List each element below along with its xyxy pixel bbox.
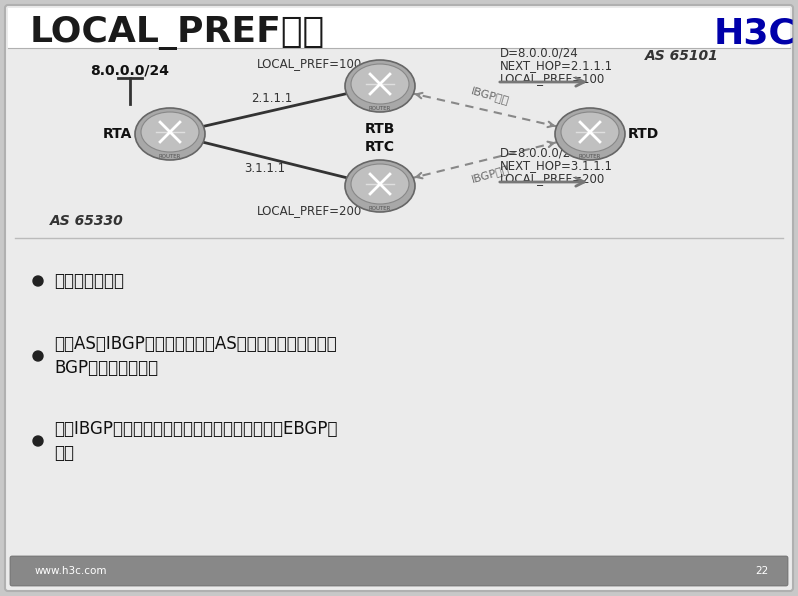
Bar bbox=[8, 8, 790, 48]
Text: 用于AS内IBGP邻居选择离开本AS时的最佳路由，它表明
BGP路由器的优先级: 用于AS内IBGP邻居选择离开本AS时的最佳路由，它表明 BGP路由器的优先级 bbox=[54, 335, 337, 377]
Text: H3C: H3C bbox=[714, 16, 796, 50]
Ellipse shape bbox=[555, 108, 625, 160]
Circle shape bbox=[33, 436, 43, 446]
Text: IBGP连接: IBGP连接 bbox=[470, 164, 510, 184]
Ellipse shape bbox=[141, 112, 199, 152]
Text: 3.1.1.1: 3.1.1.1 bbox=[244, 162, 286, 175]
Text: 是公认可选属性: 是公认可选属性 bbox=[54, 272, 124, 290]
FancyBboxPatch shape bbox=[5, 5, 793, 591]
Circle shape bbox=[33, 276, 43, 286]
Text: D=8.0.0.0/24: D=8.0.0.0/24 bbox=[500, 146, 579, 159]
Text: ROUTER: ROUTER bbox=[369, 206, 391, 211]
Text: 8.0.0.0/24: 8.0.0.0/24 bbox=[90, 63, 169, 77]
Text: RTA: RTA bbox=[103, 127, 132, 141]
Ellipse shape bbox=[351, 164, 409, 204]
Circle shape bbox=[33, 351, 43, 361]
Ellipse shape bbox=[135, 108, 205, 160]
Text: LOCAL_PREF=100: LOCAL_PREF=100 bbox=[500, 72, 605, 85]
Text: ROUTER: ROUTER bbox=[159, 154, 181, 159]
Text: IBGP连接: IBGP连接 bbox=[470, 86, 510, 106]
Text: ROUTER: ROUTER bbox=[369, 106, 391, 111]
Text: ROUTER: ROUTER bbox=[579, 154, 601, 159]
Text: www.h3c.com: www.h3c.com bbox=[35, 566, 108, 576]
Text: NEXT_HOP=3.1.1.1: NEXT_HOP=3.1.1.1 bbox=[500, 159, 613, 172]
Text: AS 65101: AS 65101 bbox=[645, 49, 719, 63]
Text: RTC: RTC bbox=[365, 140, 395, 154]
Text: RTD: RTD bbox=[628, 127, 659, 141]
Ellipse shape bbox=[351, 64, 409, 104]
Text: LOCAL_PREF=200: LOCAL_PREF=200 bbox=[500, 172, 605, 185]
Bar bbox=[8, 48, 790, 236]
Text: NEXT_HOP=2.1.1.1: NEXT_HOP=2.1.1.1 bbox=[500, 59, 613, 72]
Text: LOCAL_PREF属性: LOCAL_PREF属性 bbox=[30, 16, 325, 50]
FancyBboxPatch shape bbox=[10, 556, 788, 586]
Text: 22: 22 bbox=[756, 566, 768, 576]
Ellipse shape bbox=[345, 60, 415, 112]
Text: 仅在IBGP对等体之间交换，不传递或通告给其他EBGP对
等体: 仅在IBGP对等体之间交换，不传递或通告给其他EBGP对 等体 bbox=[54, 420, 338, 462]
Text: LOCAL_PREF=200: LOCAL_PREF=200 bbox=[258, 204, 362, 218]
Text: AS 65330: AS 65330 bbox=[50, 214, 124, 228]
Ellipse shape bbox=[561, 112, 619, 152]
Text: D=8.0.0.0/24: D=8.0.0.0/24 bbox=[500, 46, 579, 59]
Text: 2.1.1.1: 2.1.1.1 bbox=[251, 92, 293, 104]
Text: RTB: RTB bbox=[365, 122, 395, 136]
Ellipse shape bbox=[345, 160, 415, 212]
Text: LOCAL_PREF=100: LOCAL_PREF=100 bbox=[258, 57, 362, 70]
